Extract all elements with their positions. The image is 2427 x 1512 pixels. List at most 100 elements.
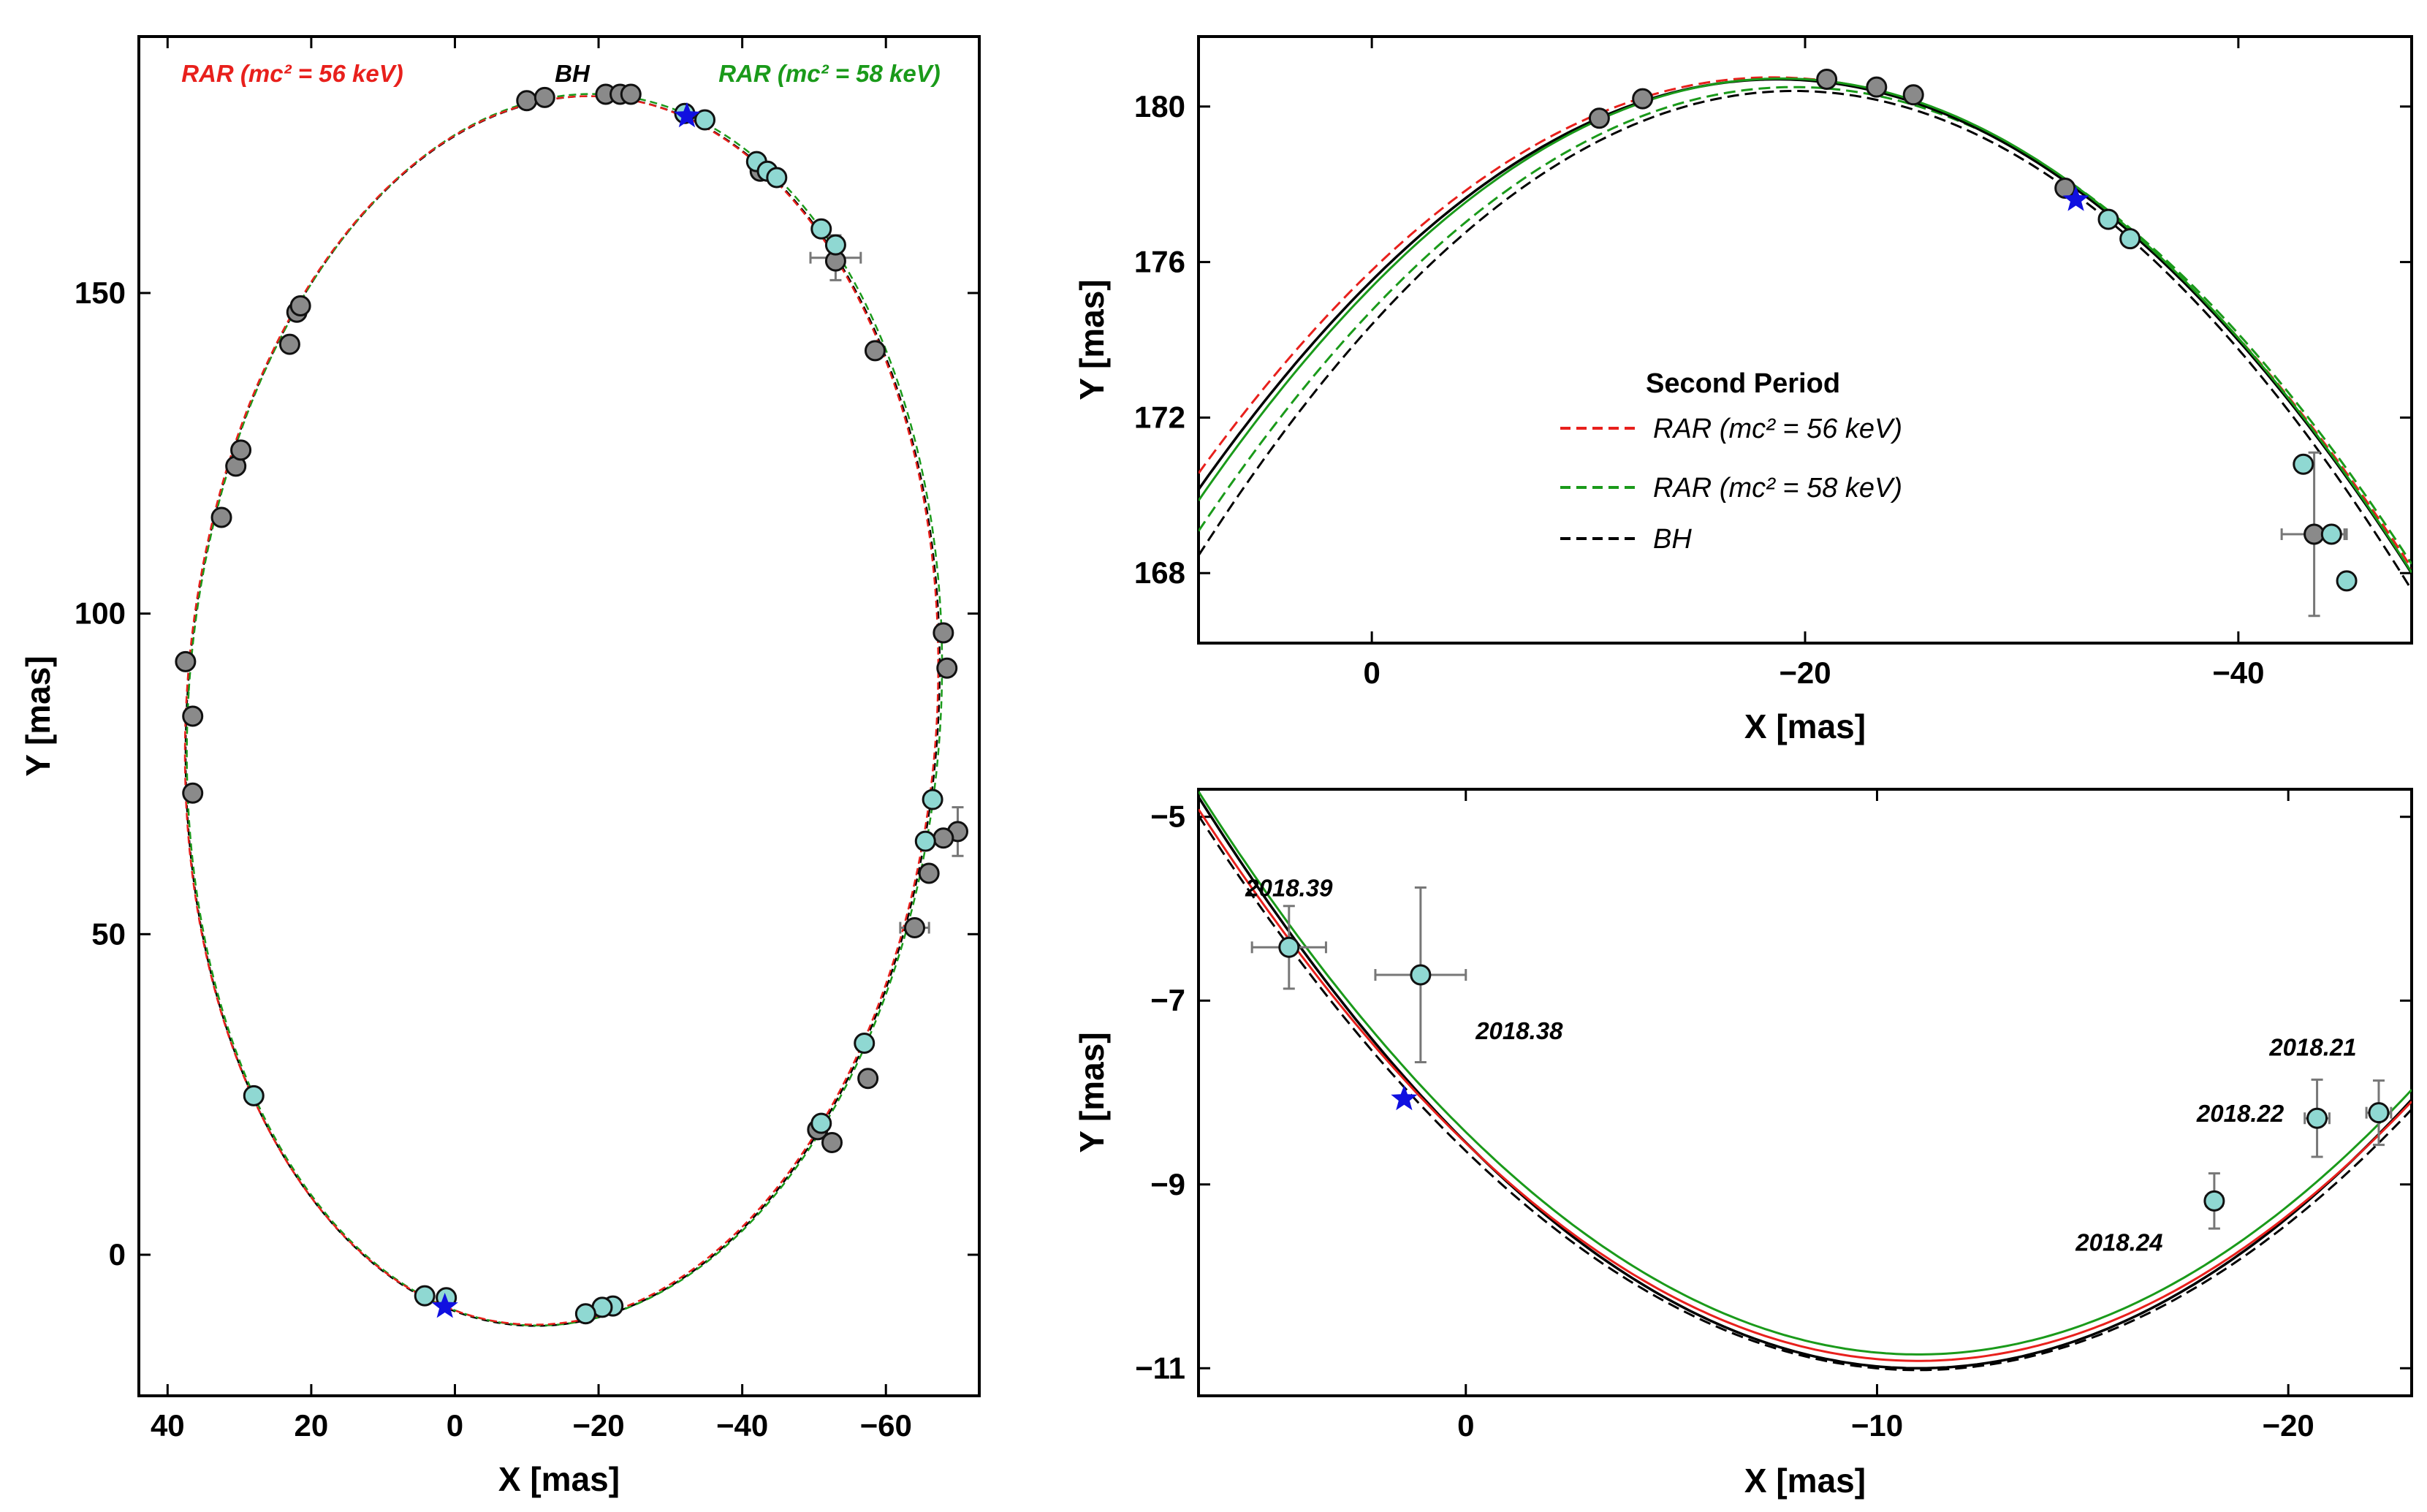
- data-point: [766, 167, 788, 189]
- full-orbit-top-label-rar56: RAR (mc² = 56 keV): [181, 60, 403, 87]
- full-orbit-axes: 40 20 0 −20 −40 −60 0 50 100 150: [75, 37, 979, 1443]
- point-date-label: 2018.38: [1475, 1017, 1563, 1044]
- data-point: [2320, 523, 2342, 545]
- pericenter-x-axis-label: X [mas]: [1744, 1462, 1866, 1500]
- curve-rar58: [1199, 791, 2412, 1356]
- data-point: [2054, 178, 2076, 199]
- data-point: [2336, 570, 2358, 592]
- legend-label-bh: BH: [1653, 524, 1692, 555]
- data-point: [182, 705, 204, 727]
- y-tick-label: −11: [1135, 1350, 1185, 1385]
- x-tick-label: 0: [447, 1408, 463, 1443]
- x-tick-label: 0: [1363, 656, 1380, 690]
- y-tick-label: 0: [109, 1237, 126, 1272]
- star-marker: [431, 1293, 458, 1318]
- data-point: [1632, 88, 1654, 110]
- y-tick-label: 180: [1134, 89, 1185, 124]
- curve-bh-dashed: [1199, 815, 2412, 1372]
- data-point: [2119, 228, 2141, 250]
- curve-rar58-dashed: [1199, 86, 2412, 565]
- x-tick-label: −20: [572, 1408, 624, 1443]
- data-point: [857, 1068, 879, 1090]
- data-point: [1588, 107, 1610, 129]
- y-tick-label: 150: [75, 276, 126, 310]
- x-tick-label: 20: [295, 1408, 329, 1443]
- data-point: [1278, 936, 1300, 958]
- data-point: [574, 1303, 596, 1325]
- star-marker: [1391, 1084, 1418, 1111]
- data-point: [533, 86, 555, 108]
- point-date-label: 2018.21: [2268, 1034, 2356, 1061]
- data-point: [2203, 1190, 2225, 1212]
- full-orbit-panel: 40 20 0 −20 −40 −60 0 50 100 150 RAR (mc² = 56 ke…: [19, 35, 981, 1498]
- data-point: [230, 439, 252, 461]
- second-period-x-axis-label: X [mas]: [1744, 707, 1866, 745]
- legend-label-rar56: RAR (mc² = 56 keV): [1653, 414, 1902, 444]
- data-point: [414, 1285, 436, 1307]
- curve-bh-solid: [1199, 796, 2412, 1370]
- curve-bh-dashed: [1199, 90, 2412, 591]
- pericenter-frame: [1197, 788, 2413, 1397]
- pericenter-panel: 0 −10 −20−11−9−7−5 2018.392018.382018.2420…: [1073, 788, 2413, 1500]
- x-tick-label: −40: [2212, 656, 2264, 690]
- second-period-axes: 0 −20 −40 168 172 176 180: [1134, 37, 2412, 690]
- y-tick-label: 50: [91, 916, 126, 951]
- data-point: [918, 862, 940, 884]
- data-point: [210, 506, 232, 528]
- pericenter-axes: 0 −10 −20 −11 −9 −7 −5: [1135, 789, 2412, 1443]
- data-point: [289, 295, 311, 316]
- point-date-label: 2018.22: [2196, 1100, 2284, 1127]
- second-period-legend: Second Period RAR (mc² = 56 keV) RAR (mc…: [1560, 368, 1902, 555]
- full-orbit-y-axis-label: Y [mas]: [19, 656, 57, 776]
- orbit-rar58: [186, 93, 943, 1327]
- data-point: [694, 109, 716, 131]
- x-tick-label: −10: [1851, 1408, 1903, 1443]
- second-period-y-axis-label: Y [mas]: [1073, 279, 1111, 400]
- data-point: [278, 333, 300, 355]
- data-point: [864, 340, 886, 362]
- y-tick-label: 168: [1134, 555, 1185, 590]
- x-tick-label: 0: [1457, 1408, 1474, 1443]
- second-period-panel: 0 −20 −40 168 172 176 180 Second Period RAR (m…: [1073, 35, 2413, 745]
- full-orbit-top-label-bh: BH: [555, 60, 590, 87]
- y-tick-label: 172: [1134, 400, 1185, 434]
- data-point: [821, 1131, 843, 1153]
- y-tick-label: −5: [1150, 799, 1185, 834]
- data-point: [1866, 76, 1888, 98]
- data-point: [933, 622, 954, 644]
- curve-rar56: [1199, 808, 2412, 1362]
- data-point: [810, 218, 832, 240]
- data-point: [2303, 523, 2325, 545]
- data-point: [1410, 964, 1432, 986]
- y-tick-label: 100: [75, 596, 126, 631]
- orbit-bh: [184, 95, 941, 1327]
- data-point: [2097, 208, 2119, 230]
- data-point: [824, 234, 846, 256]
- full-orbit-frame: [137, 35, 981, 1397]
- y-tick-label: 176: [1134, 245, 1185, 279]
- data-point: [1902, 84, 1924, 106]
- star-marker: [673, 102, 700, 128]
- curve-rar58-solid: [1199, 77, 2412, 574]
- full-orbit-top-label-rar58: RAR (mc² = 58 keV): [718, 60, 941, 87]
- pericenter-plot-area: 2018.39 2018.38 2018.24 2018.22 2018.21: [1199, 791, 2412, 1372]
- data-point: [2368, 1102, 2390, 1124]
- second-period-plot-area: [1199, 69, 2412, 618]
- full-orbit-plot-area: [175, 83, 969, 1327]
- y-tick-label: −9: [1150, 1167, 1185, 1201]
- legend-title: Second Period: [1646, 368, 1840, 399]
- data-point: [516, 90, 538, 112]
- point-date-label: 2018.24: [2075, 1228, 2162, 1255]
- data-point: [175, 650, 197, 672]
- x-tick-label: 40: [151, 1408, 185, 1443]
- x-tick-label: −20: [2263, 1408, 2314, 1443]
- full-orbit-x-axis-label: X [mas]: [498, 1460, 620, 1498]
- point-date-label: 2018.39: [1245, 874, 1333, 901]
- data-point: [933, 827, 954, 849]
- data-point: [2306, 1107, 2328, 1129]
- data-point: [854, 1032, 876, 1054]
- data-point: [182, 782, 204, 804]
- data-point: [620, 83, 642, 105]
- data-point: [922, 789, 943, 810]
- star-marker: [2062, 186, 2089, 211]
